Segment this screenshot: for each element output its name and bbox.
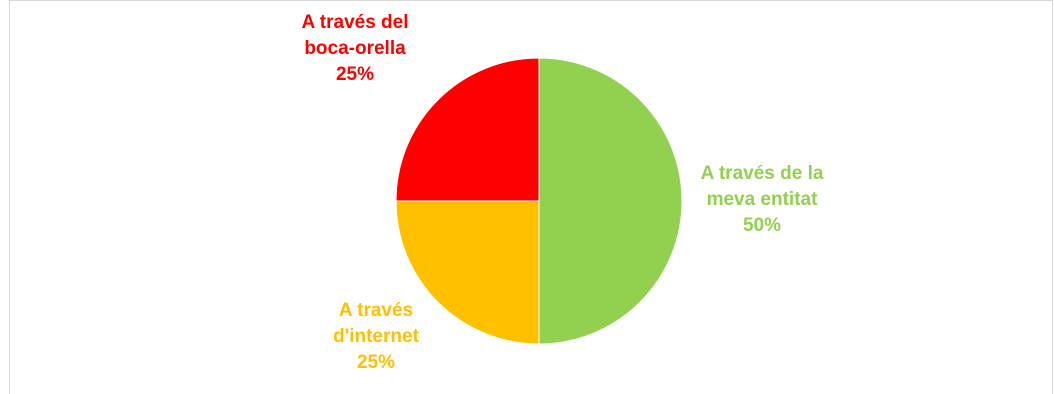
slice-label-line: boca-orella (304, 38, 406, 59)
slice-label-internet: A través d'internet 25% (296, 298, 456, 376)
slice-label-line: meva entitat (706, 189, 818, 210)
slice-percent: 25% (356, 352, 396, 373)
slice-label-line: A través del (301, 12, 409, 33)
pie-slice-meva-entitat (538, 57, 683, 345)
slice-label-boca-orella: A través del boca-orella 25% (270, 10, 440, 88)
pie-slice-internet (395, 200, 540, 345)
pie-slice-boca-orella (395, 57, 540, 202)
slice-label-line: d'internet (333, 326, 419, 347)
slice-label-meva-entitat: A través de la meva entitat 50% (677, 161, 847, 239)
slice-label-line: A través de la (700, 163, 824, 184)
slice-label-line: A través (338, 300, 414, 321)
slice-percent: 25% (335, 64, 375, 85)
slice-percent: 50% (742, 215, 782, 236)
